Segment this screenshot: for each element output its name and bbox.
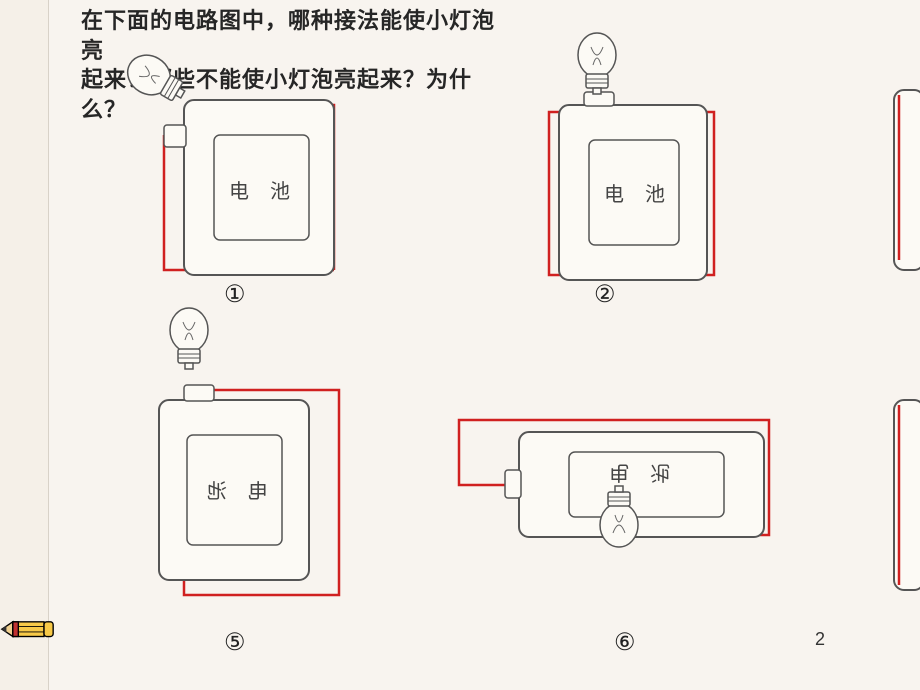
bulb-5 [170, 308, 208, 369]
battery-label-2: 电 池 [604, 178, 673, 207]
bulb-1 [120, 48, 192, 111]
label-6: ⑥ [614, 628, 636, 657]
diagram-2 [549, 33, 714, 280]
slide-area: 在下面的电路图中，哪种接法能使小灯泡亮 起来？哪些不能使小灯泡亮起来？为什么？ [48, 0, 920, 690]
pencil-icon [0, 600, 55, 640]
battery-6-cap [505, 470, 521, 498]
label-2: ② [594, 280, 616, 309]
battery-label-5: 电 池 [199, 475, 268, 504]
cutoff-top [894, 90, 920, 270]
battery-5-cap [184, 385, 214, 401]
diagram-5 [159, 308, 339, 595]
bulb-2 [578, 33, 616, 94]
label-5: ⑤ [224, 628, 246, 657]
diagram-1 [120, 48, 334, 275]
page-number: 2 [815, 629, 825, 650]
cutoff-bottom [894, 400, 920, 590]
battery-label-6: 电 池 [609, 460, 678, 489]
battery-label-1: 电 池 [229, 175, 298, 204]
circuit-svg [49, 0, 920, 690]
label-1: ① [224, 280, 246, 309]
battery-1-cap [164, 125, 186, 147]
